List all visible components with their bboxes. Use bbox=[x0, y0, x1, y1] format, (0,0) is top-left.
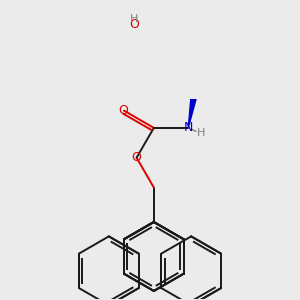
Text: O: O bbox=[118, 104, 128, 117]
Text: H: H bbox=[129, 14, 138, 24]
Text: H: H bbox=[197, 128, 205, 138]
Text: O: O bbox=[129, 19, 139, 32]
Text: N: N bbox=[184, 121, 193, 134]
Text: O: O bbox=[131, 151, 141, 164]
Polygon shape bbox=[188, 93, 197, 128]
